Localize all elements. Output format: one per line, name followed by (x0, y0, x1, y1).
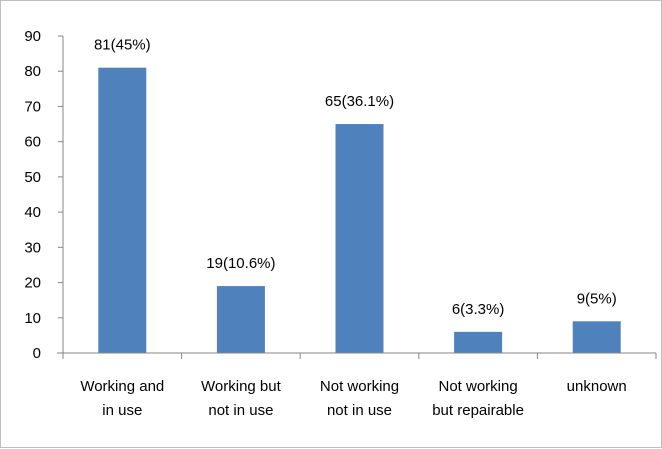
data-label: 6(3.3%) (452, 301, 505, 318)
y-axis-ticks: 0 10 20 30 40 50 60 70 80 90 (24, 28, 63, 362)
y-tick-label: 30 (24, 239, 41, 256)
category-label: Working but (201, 378, 282, 395)
axes (57, 36, 657, 359)
y-tick-label: 0 (33, 345, 41, 362)
bar (98, 67, 147, 353)
y-tick-label: 50 (24, 169, 41, 186)
y-tick-label: 80 (24, 63, 41, 80)
category-label: Working and (80, 378, 164, 395)
bars (98, 67, 621, 353)
bar (572, 321, 621, 353)
category-label: not in use (327, 402, 392, 419)
category-label: Not working (320, 378, 399, 395)
category-label: not in use (208, 402, 273, 419)
y-tick-label: 70 (24, 98, 41, 115)
data-labels: 81(45%) 19(10.6%) 65(36.1%) 6(3.3%) 9(5%) (94, 37, 617, 318)
bar (335, 124, 384, 353)
data-label: 9(5%) (577, 290, 617, 307)
y-tick-label: 20 (24, 275, 41, 292)
data-label: 65(36.1%) (325, 93, 394, 110)
category-label: but repairable (432, 402, 524, 419)
bar (454, 331, 503, 353)
y-tick-label: 60 (24, 134, 41, 151)
data-label: 19(10.6%) (206, 255, 275, 272)
category-labels: Working and in use Working but not in use No… (80, 378, 626, 419)
data-label: 81(45%) (94, 37, 151, 54)
bar (216, 286, 265, 353)
y-tick-label: 90 (24, 28, 41, 45)
category-label: in use (102, 402, 142, 419)
y-tick-label: 10 (24, 310, 41, 327)
y-tick-label: 40 (24, 204, 41, 221)
category-label: Not working (438, 378, 517, 395)
category-label: unknown (567, 378, 627, 395)
